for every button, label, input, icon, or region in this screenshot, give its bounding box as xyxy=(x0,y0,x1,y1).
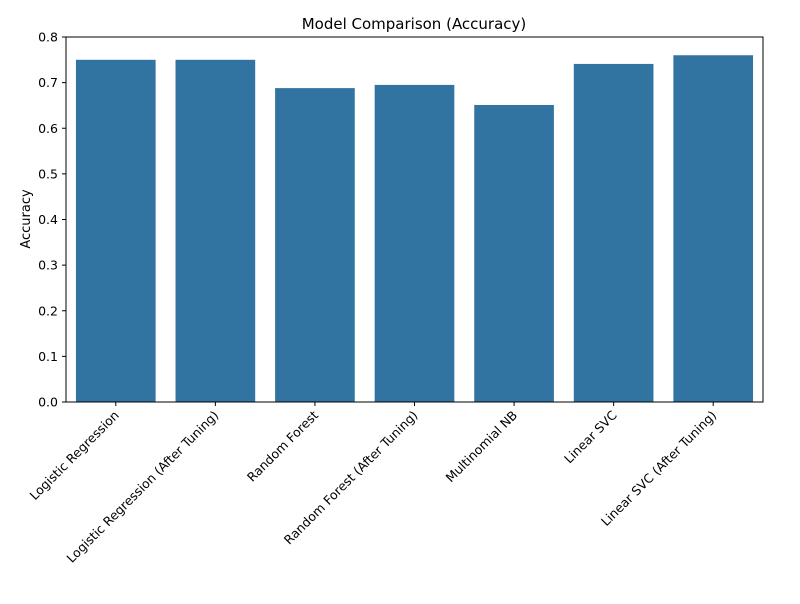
y-tick-label: 0.4 xyxy=(38,212,58,227)
y-tick-label: 0.7 xyxy=(38,75,58,90)
x-tick-label: Linear SVC (After Tuning) xyxy=(598,408,719,529)
bar-3 xyxy=(275,88,355,402)
y-tick-label: 0.1 xyxy=(38,349,58,364)
y-tick-label: 0.3 xyxy=(38,258,58,273)
bar-1 xyxy=(75,59,156,403)
y-tick-label: 0.8 xyxy=(38,30,58,45)
bar-2 xyxy=(175,59,256,403)
x-tick-label: Random Forest xyxy=(244,407,321,484)
bar-5 xyxy=(474,104,554,402)
y-tick-label: 0.2 xyxy=(38,303,58,318)
y-tick-label: 0.5 xyxy=(38,166,58,181)
x-tick-label: Logistic Regression xyxy=(27,408,122,503)
chart-title: Model Comparison (Accuracy) xyxy=(302,15,527,33)
y-tick-label: 0.0 xyxy=(38,395,58,410)
bar-4 xyxy=(374,84,455,402)
bar-6 xyxy=(573,63,654,403)
y-tick-label: 0.6 xyxy=(38,121,58,136)
bar-7 xyxy=(673,55,754,402)
x-tick-label: Multinomial NB xyxy=(443,408,521,486)
y-axis-label: Accuracy xyxy=(19,189,34,249)
plot-area xyxy=(75,55,754,403)
y-axis: 0.0 0.1 0.2 0.3 0.4 0.5 0.6 0.7 0.8 xyxy=(38,30,66,410)
x-tick-label: Linear SVC xyxy=(561,407,620,466)
plot-frame xyxy=(65,36,764,403)
